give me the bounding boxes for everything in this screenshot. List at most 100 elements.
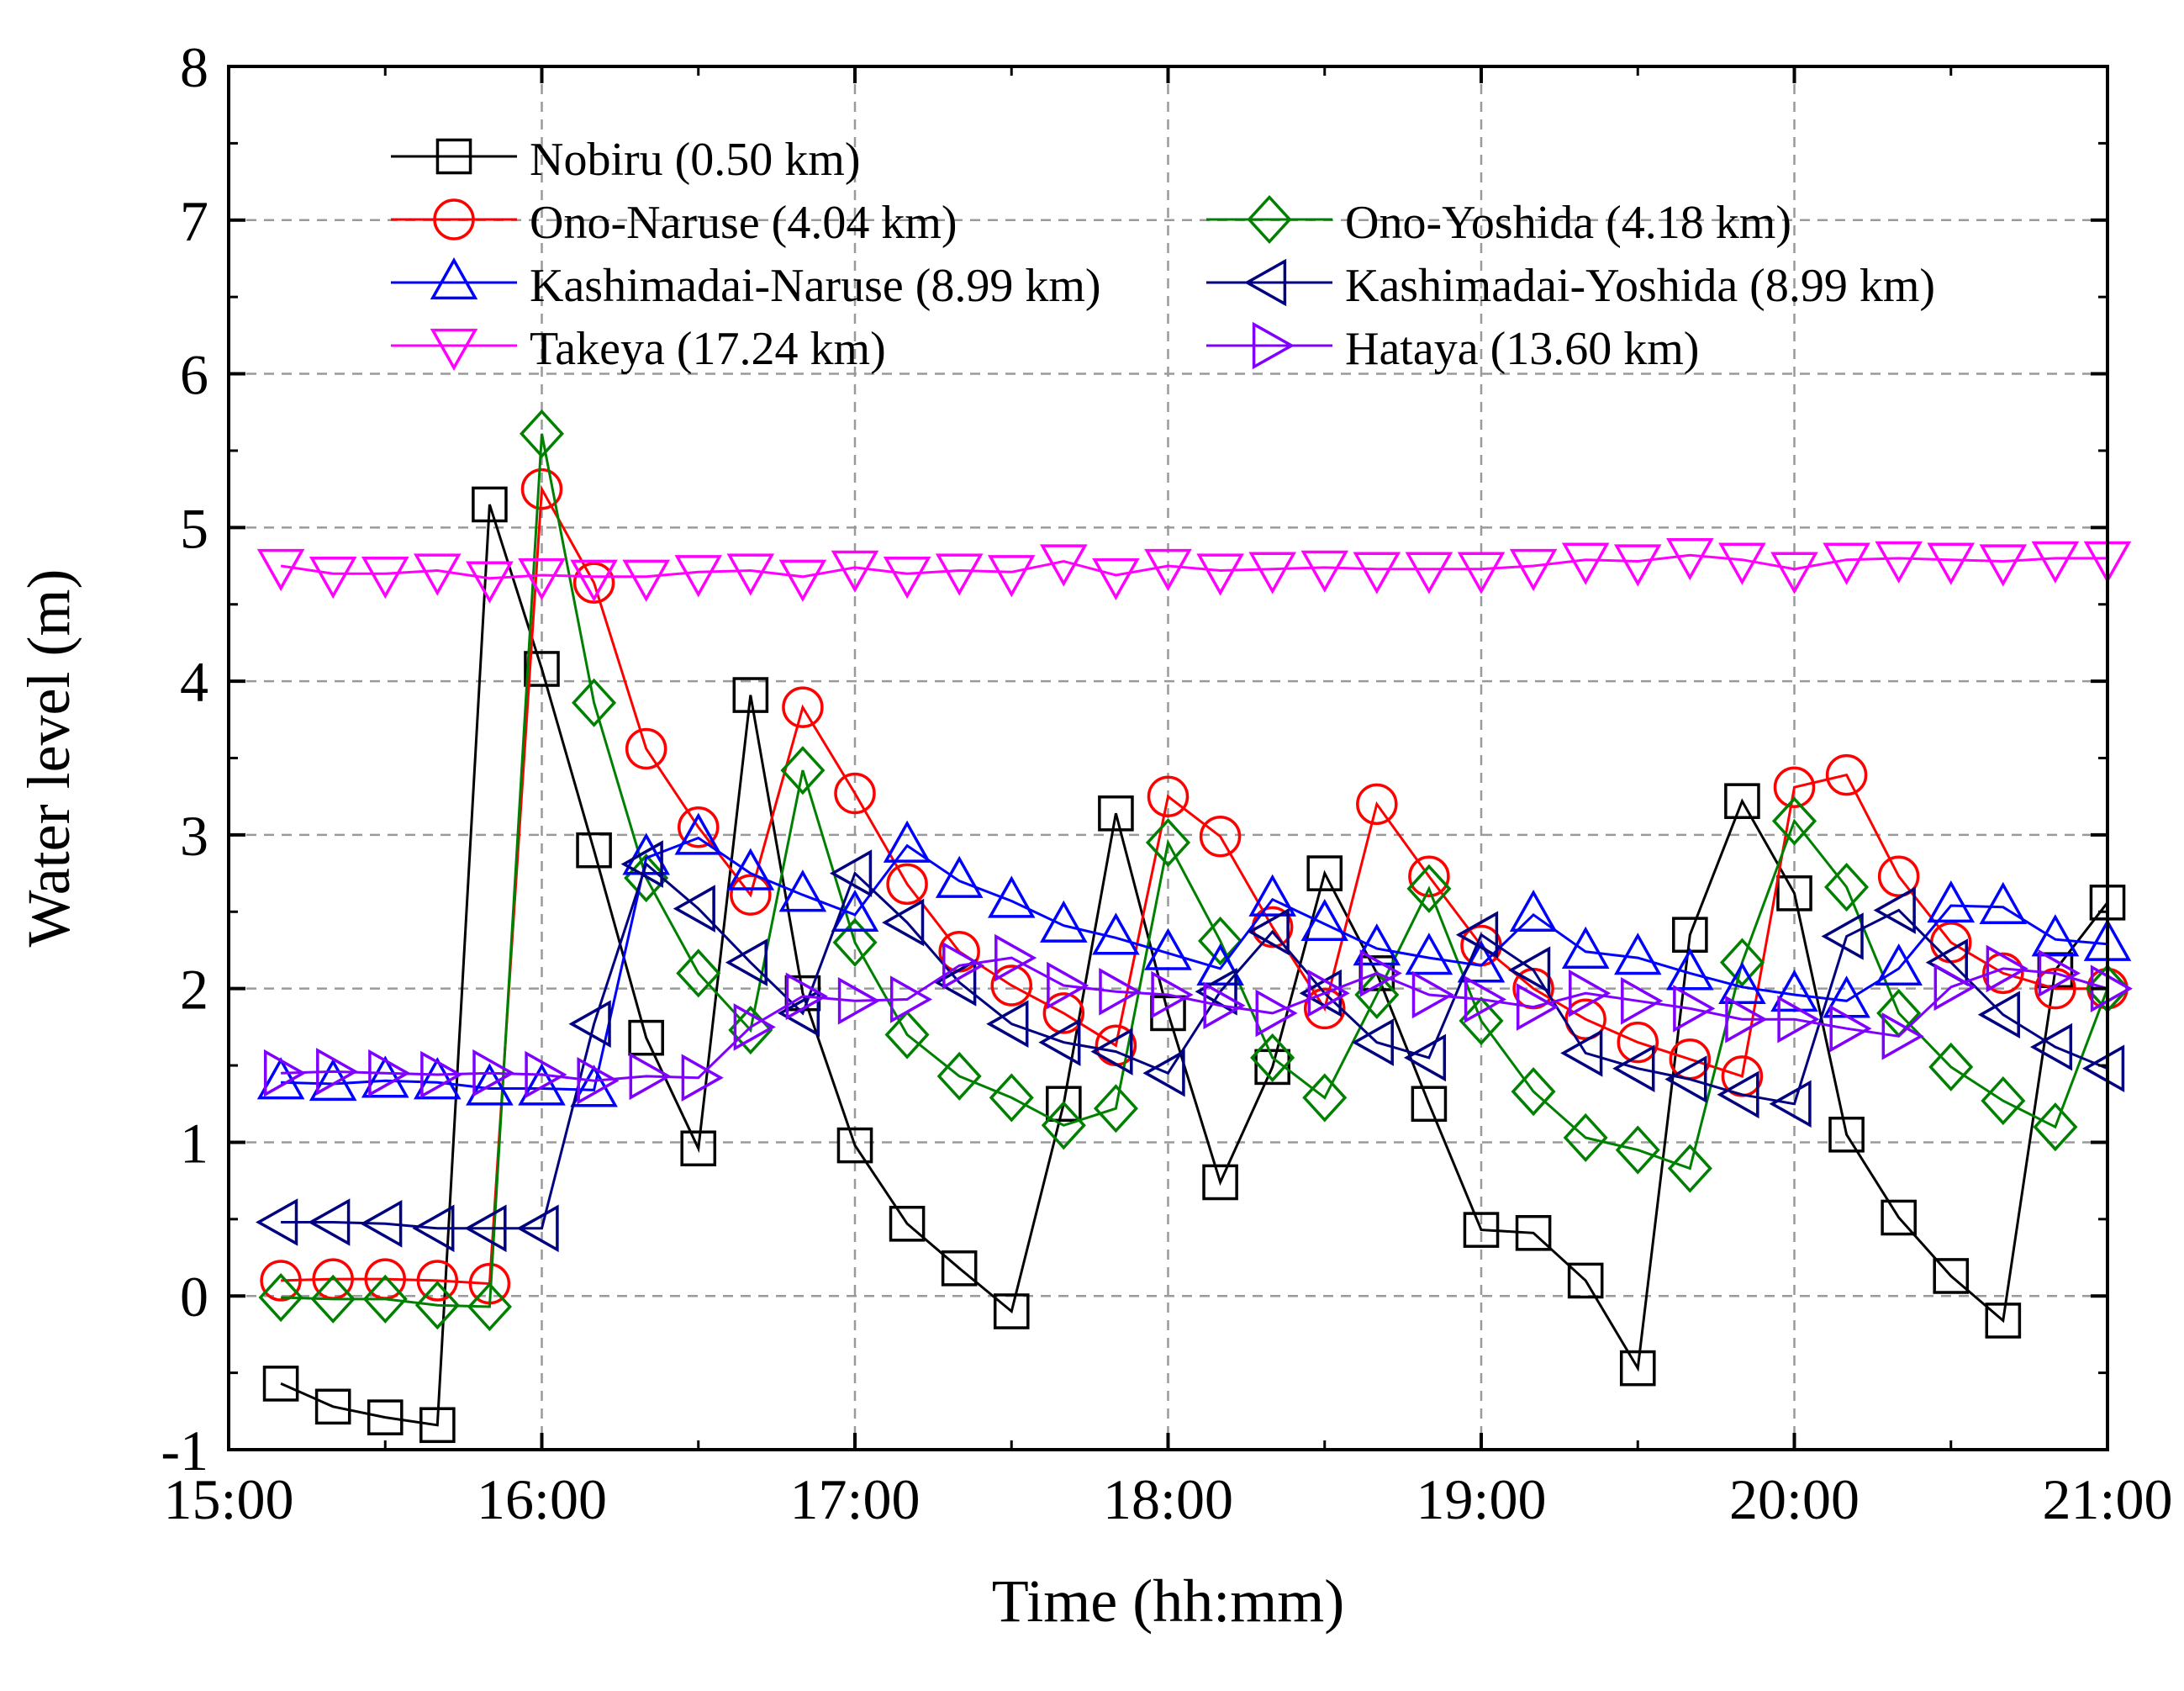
data-point xyxy=(1199,815,1242,858)
data-point xyxy=(516,1204,559,1253)
data-point xyxy=(1881,1199,1917,1236)
data-point xyxy=(1619,1350,1656,1387)
data-point xyxy=(1567,1262,1604,1299)
data-point xyxy=(883,557,931,600)
data-point xyxy=(674,555,722,598)
legend-label: Nobiru (0.50 km) xyxy=(530,134,861,186)
data-point xyxy=(778,559,827,602)
data-point xyxy=(1569,969,1612,1017)
data-point xyxy=(1717,1070,1759,1119)
x-axis-label: Time (hh:mm) xyxy=(992,1567,1344,1635)
data-point xyxy=(525,1050,567,1099)
data-point xyxy=(884,1010,930,1060)
data-point xyxy=(782,686,824,728)
legend-marker xyxy=(435,138,472,175)
y-tick-label: 7 xyxy=(180,189,208,253)
data-point xyxy=(1250,1033,1295,1082)
data-point xyxy=(256,548,305,592)
series-line xyxy=(281,836,2108,1091)
data-point xyxy=(1300,550,1348,593)
y-tick-label: 3 xyxy=(180,804,208,868)
data-point xyxy=(1092,912,1140,955)
data-point xyxy=(2031,541,2080,584)
data-point xyxy=(1455,911,1499,959)
data-point xyxy=(1090,1028,1133,1075)
data-point xyxy=(1667,1144,1712,1193)
data-point xyxy=(1977,991,2020,1038)
legend-marker xyxy=(430,257,478,300)
data-point xyxy=(889,1206,926,1242)
data-point xyxy=(1351,1018,1394,1066)
data-point xyxy=(1770,969,1818,1012)
data-point xyxy=(361,1055,409,1098)
data-point xyxy=(732,677,769,713)
data-point xyxy=(1405,933,1453,975)
data-point xyxy=(518,558,566,600)
data-point xyxy=(1147,775,1190,817)
legend-label: Takeya (17.24 km) xyxy=(530,323,886,375)
data-point xyxy=(1725,995,1768,1044)
y-tick-label: 1 xyxy=(180,1111,208,1175)
x-tick-label: 19:00 xyxy=(1416,1467,1547,1531)
data-point xyxy=(726,553,775,596)
data-point xyxy=(1560,1029,1603,1077)
data-point xyxy=(419,1407,456,1444)
data-point xyxy=(1042,992,1085,1034)
data-point xyxy=(1040,544,1088,587)
data-point xyxy=(1248,874,1296,917)
data-point xyxy=(1718,961,1766,1004)
legend: Nobiru (0.50 km) Ono-Naruse (4.04 km) Ono-… xyxy=(391,134,1935,375)
data-point xyxy=(1981,1076,2026,1126)
data-point xyxy=(726,848,775,890)
data-point xyxy=(935,553,984,596)
y-tick-label: 2 xyxy=(180,958,208,1022)
data-point xyxy=(936,1051,982,1101)
data-point xyxy=(1457,552,1506,594)
data-point xyxy=(834,772,876,815)
data-point xyxy=(1985,1303,2022,1339)
data-point xyxy=(1509,889,1558,933)
data-point xyxy=(1255,989,1298,1038)
data-point xyxy=(678,806,720,848)
data-point xyxy=(256,1198,298,1246)
data-point xyxy=(1098,795,1134,832)
data-point xyxy=(1307,969,1350,1017)
series-line xyxy=(281,484,2108,1286)
data-point xyxy=(362,1274,408,1324)
y-tick-label: -1 xyxy=(161,1419,208,1482)
data-point xyxy=(882,898,925,947)
data-point xyxy=(785,972,828,1021)
data-point xyxy=(472,1049,515,1097)
series-line xyxy=(281,862,2108,1230)
data-point xyxy=(994,933,1037,982)
legend-item: Ono-Yoshida (4.18 km) xyxy=(1206,195,1791,249)
data-point xyxy=(1508,946,1551,994)
data-point xyxy=(1673,985,1716,1033)
data-point xyxy=(2038,949,2081,997)
data-point xyxy=(1825,753,1868,796)
data-point xyxy=(314,1388,351,1425)
data-point xyxy=(1979,544,2028,587)
data-point xyxy=(986,1000,1029,1048)
y-tick-label: 8 xyxy=(180,35,208,99)
data-point xyxy=(1823,542,1870,585)
data-point xyxy=(831,889,879,933)
data-point xyxy=(1354,970,1400,1019)
data-point xyxy=(414,1057,462,1100)
data-point xyxy=(416,1260,459,1302)
data-point xyxy=(1406,864,1452,913)
data-point xyxy=(730,874,772,916)
data-point xyxy=(889,975,933,1023)
data-point xyxy=(466,561,514,604)
data-point xyxy=(1718,542,1766,585)
data-point xyxy=(942,942,985,990)
data-point xyxy=(467,1282,512,1332)
data-point xyxy=(934,959,977,1007)
data-point xyxy=(309,1058,357,1102)
data-point xyxy=(524,651,560,687)
data-point xyxy=(1828,1117,1865,1153)
data-point xyxy=(988,875,1036,918)
data-point xyxy=(414,1281,460,1330)
x-tick-label: 18:00 xyxy=(1103,1467,1233,1531)
data-point xyxy=(629,1052,672,1101)
